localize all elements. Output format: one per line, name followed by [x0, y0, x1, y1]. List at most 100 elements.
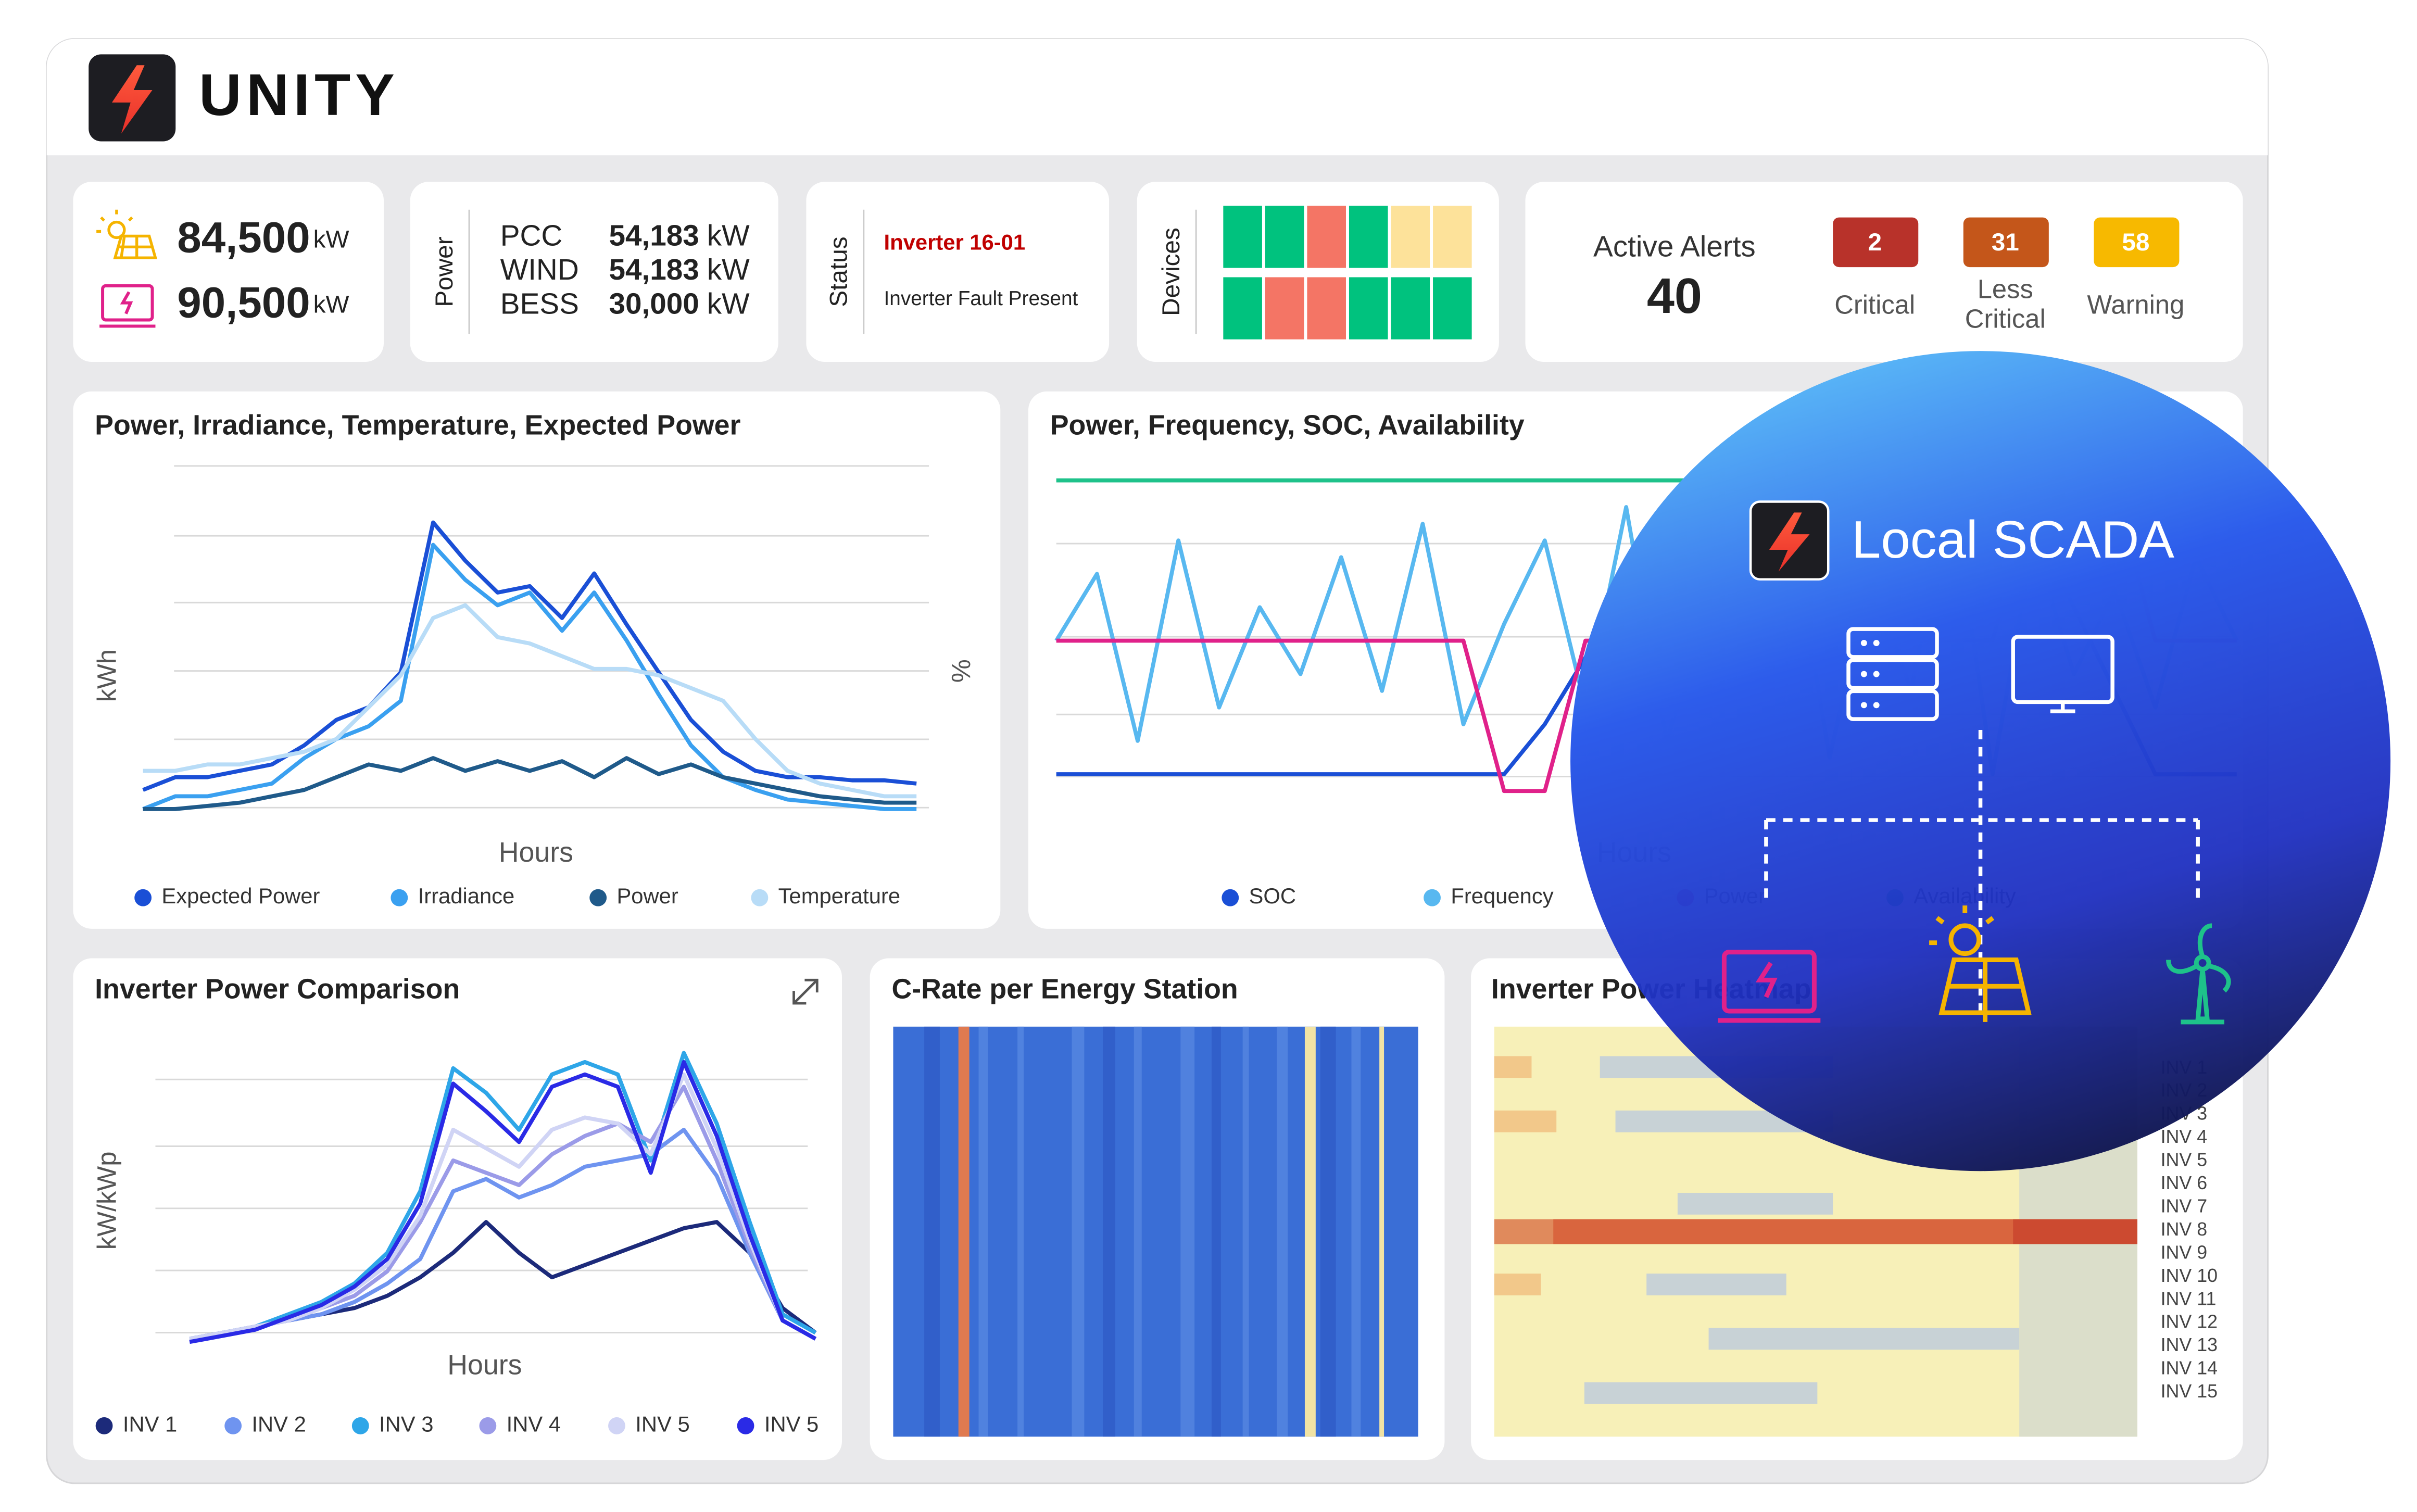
status-card [806, 182, 1110, 362]
solar-kpi: 84,500 kW [177, 212, 349, 261]
legend-label: INV 5 [764, 1412, 819, 1436]
legend-swatch [391, 889, 408, 906]
power-label: Power [431, 236, 458, 307]
legend-label: SOC [1249, 884, 1296, 908]
alerts-total: 40 [1647, 269, 1702, 324]
alert-badge [2094, 217, 2180, 268]
value: 30,000 [609, 288, 699, 321]
y-axis-label: % [946, 659, 976, 683]
row-name: PCC [500, 219, 563, 252]
alert-badge [1963, 217, 2049, 268]
row-label: INV 13 [2161, 1334, 2218, 1355]
status-message: Inverter Fault Present [884, 287, 1078, 310]
legend-swatch [95, 1417, 113, 1434]
value: 90,500 [177, 278, 310, 327]
alert-label-box: Less Critical [1965, 275, 2046, 334]
alerts-label: Active Alerts [1593, 230, 1756, 263]
unit: kW [313, 291, 349, 318]
bess-kpi: 90,500 kW [177, 278, 349, 327]
c-rate-heatmap [893, 1026, 1418, 1437]
legend-swatch [479, 1417, 497, 1434]
legend-swatch [134, 889, 152, 906]
alert-count: 58 [2122, 229, 2149, 256]
solar-icon [96, 209, 158, 259]
row-label: INV 14 [2161, 1358, 2218, 1379]
chart-title: Power, Frequency, SOC, Availability [1050, 410, 1525, 441]
legend-label: Expected Power [161, 884, 320, 908]
row-label: INV 4 [2161, 1126, 2208, 1147]
series-line [189, 1072, 817, 1341]
row-label: INV 15 [2161, 1381, 2218, 1402]
series-line [142, 520, 917, 792]
status-title: Inverter 16-01 [884, 230, 1026, 254]
overlay-title: Local SCADA [1852, 510, 2174, 569]
value: 54,183 [609, 219, 699, 252]
row-value: 54,183 kW [609, 219, 750, 252]
alert-label: Critical [1834, 289, 1916, 320]
legend-label: INV 1 [123, 1412, 177, 1436]
brand: UNITY [199, 62, 399, 128]
series-line [189, 1060, 817, 1344]
legend-label: Temperature [778, 884, 900, 908]
row-label: INV 8 [2161, 1219, 2208, 1240]
chart-title: Inverter Power Comparison [95, 973, 460, 1004]
row-label: INV 5 [2161, 1150, 2208, 1170]
row-value: 30,000 kW [609, 288, 750, 321]
device-cell [1263, 204, 1306, 270]
series-line [142, 543, 917, 811]
legend-label: INV 5 [635, 1412, 689, 1436]
device-cell [1431, 204, 1474, 270]
row-name: WIND [500, 254, 579, 286]
alerts-card [1525, 182, 2243, 362]
alert-count: 2 [1868, 229, 1882, 256]
x-axis-label: Hours [447, 1349, 522, 1380]
row-label: INV 10 [2161, 1265, 2218, 1286]
legend-swatch [1222, 889, 1239, 906]
bess-icon [99, 284, 156, 328]
alert-label-box: Critical [1834, 289, 1916, 320]
row-label: INV 9 [2161, 1242, 2208, 1263]
unit: kW [707, 254, 750, 286]
device-cell [1347, 204, 1390, 270]
device-cell [1263, 275, 1306, 341]
alert-count: 31 [1992, 229, 2019, 256]
device-cell [1222, 275, 1264, 341]
alert-label: Less Critical [1965, 275, 2046, 334]
row-label: INV 12 [2161, 1312, 2218, 1332]
legend-label: Power [616, 884, 678, 908]
kpi-card [73, 182, 384, 362]
alert-label: Warning [2087, 289, 2185, 320]
expand-icon[interactable] [792, 978, 819, 1005]
row-value: 54,183 kW [609, 254, 750, 286]
series-line [143, 756, 917, 811]
legend-label: INV 3 [379, 1412, 433, 1436]
device-grid [1222, 204, 1474, 341]
chart-title: Power, Irradiance, Temperature, Expected… [95, 410, 740, 441]
row-name: BESS [500, 288, 579, 321]
device-cell [1305, 204, 1348, 270]
y-axis-label: kW/kWp [92, 1152, 121, 1250]
header [46, 39, 2268, 156]
legend-swatch [1424, 889, 1441, 906]
unit: kW [707, 219, 750, 252]
y-axis-label: kWh [92, 649, 121, 702]
x-axis-label: Hours [499, 837, 573, 868]
legend-label: Irradiance [418, 884, 515, 908]
legend-swatch [608, 1417, 625, 1434]
value: 54,183 [609, 254, 699, 286]
legend-swatch [737, 1417, 754, 1434]
unit: kW [707, 288, 750, 321]
power-card [410, 182, 778, 362]
device-cell [1389, 204, 1432, 270]
alert-badge [1833, 217, 1919, 268]
legend-label: INV 2 [251, 1412, 306, 1436]
device-cell [1305, 275, 1348, 341]
series-line [189, 1051, 817, 1341]
row-label: INV 11 [2161, 1288, 2217, 1309]
row-label: INV 6 [2161, 1173, 2208, 1193]
alert-label-box: Warning [2087, 289, 2185, 320]
chart-title: C-Rate per Energy Station [891, 973, 1238, 1004]
local-scada-overlay: Local SCADA [1570, 351, 2391, 1171]
device-cell [1431, 275, 1474, 341]
